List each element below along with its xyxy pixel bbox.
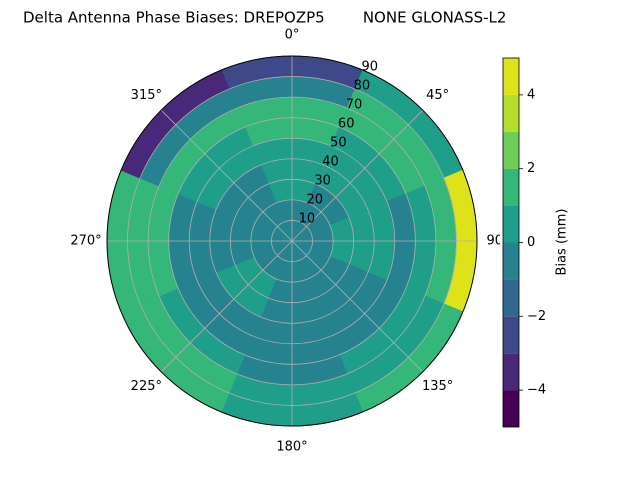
radial-tick-label: 10 [299, 212, 316, 227]
colorbar-band [503, 58, 519, 95]
radial-tick-label: 50 [330, 136, 347, 151]
colorbar-tick-label: 2 [527, 161, 535, 176]
radial-tick-label: 20 [306, 193, 323, 208]
colorbar-band [503, 205, 519, 243]
angular-grid-line [160, 240, 293, 373]
angular-tick-label: 0° [285, 28, 300, 43]
polar-spine [106, 55, 478, 427]
colorbar-band [503, 168, 519, 206]
colorbar-label: Bias (mm) [555, 209, 570, 276]
radial-tick-label: 80 [354, 79, 371, 94]
colorbar-band [503, 242, 519, 280]
colorbar-band [503, 353, 519, 391]
polar-ticks: 1020304050607080900°45°90°135°180°225°27… [70, 28, 509, 455]
radial-tick-label: 30 [314, 174, 331, 189]
colorbar-tick-label: −2 [527, 309, 546, 324]
angular-tick-label: 225° [131, 379, 162, 394]
angular-grid-line [291, 240, 424, 373]
colorbar-band [503, 131, 519, 169]
colorbar-band [503, 390, 519, 427]
angular-tick-label: 45° [426, 88, 449, 103]
colorbar-tick-label: 4 [527, 87, 535, 102]
angular-grid-line [160, 109, 293, 242]
chart-title: Delta Antenna Phase Biases: DREPOZP5 NON… [23, 9, 506, 27]
radial-tick-label: 60 [338, 117, 355, 132]
colorbar-tick-label: 0 [527, 235, 535, 250]
angular-tick-label: 315° [131, 88, 162, 103]
colorbar-band [503, 94, 519, 132]
radial-tick-label: 40 [322, 155, 339, 170]
angular-tick-label: 135° [422, 379, 453, 394]
angular-tick-label: 270° [70, 234, 101, 249]
colorbar: −4 −2 0 2 4 [502, 57, 546, 428]
angular-grid-line [291, 109, 424, 242]
radial-tick-label: 70 [346, 98, 363, 113]
radial-tick-label: 90 [362, 60, 379, 75]
angular-tick-label: 180° [276, 440, 307, 455]
colorbar-band [503, 279, 519, 317]
colorbar-band [503, 316, 519, 354]
colorbar-tick-label: −4 [527, 383, 546, 398]
